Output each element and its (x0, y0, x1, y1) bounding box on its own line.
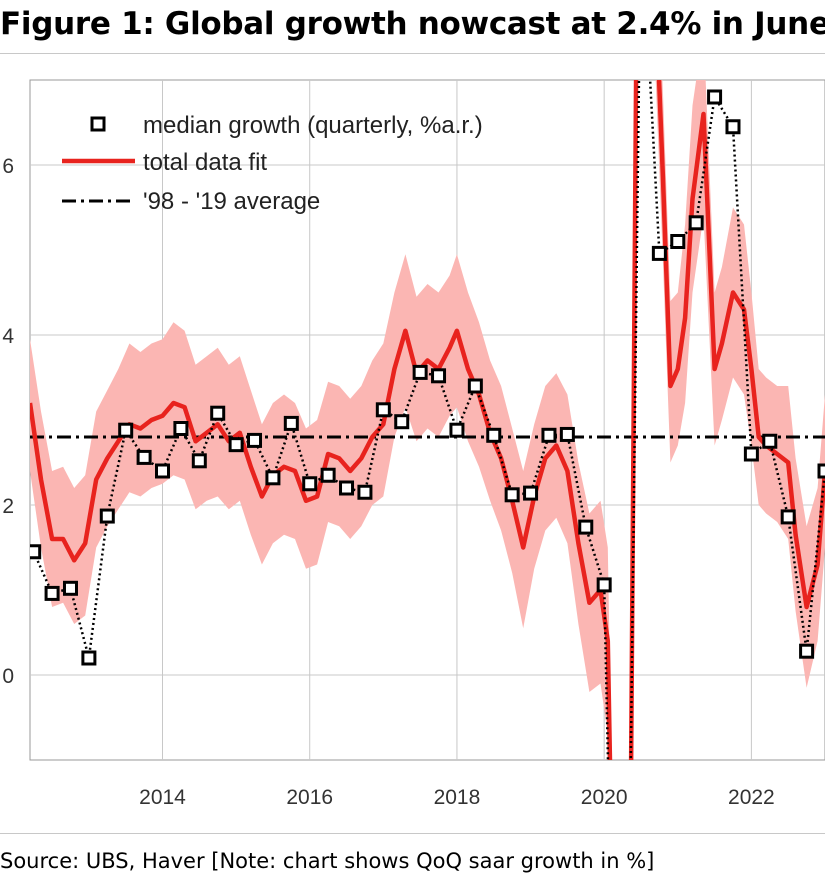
y-tick-label: 2 (2, 495, 14, 518)
source-note: Source: UBS, Haver [Note: chart shows Qo… (0, 849, 655, 873)
median-point (247, 432, 263, 448)
median-point (302, 476, 318, 492)
median-point (320, 467, 336, 483)
median-point (707, 89, 723, 105)
x-tick-label: 2022 (728, 786, 775, 809)
median-point (136, 449, 152, 465)
median-point (210, 405, 226, 421)
y-tick-label: 0 (2, 665, 14, 688)
median-point (651, 245, 667, 261)
median-point (541, 427, 557, 443)
chart-title: Figure 1: Global growth nowcast at 2.4% … (0, 6, 825, 42)
median-point (780, 509, 796, 525)
y-axis: 0 2 4 6 (2, 155, 14, 688)
median-point (81, 650, 97, 666)
median-point (817, 463, 825, 479)
median-point (596, 577, 612, 593)
legend: median growth (quarterly, %a.r.) total d… (62, 112, 483, 215)
median-point (265, 470, 281, 486)
median-point (799, 643, 815, 659)
median-point (339, 480, 355, 496)
median-point (688, 215, 704, 231)
y-tick-label: 6 (2, 155, 14, 178)
median-point (504, 487, 520, 503)
legend-median-label: median growth (quarterly, %a.r.) (143, 112, 483, 139)
x-tick-label: 2020 (581, 786, 628, 809)
x-tick-label: 2018 (434, 786, 481, 809)
median-point (44, 585, 60, 601)
median-point (99, 508, 115, 524)
median-point (357, 484, 373, 500)
median-point (743, 446, 759, 462)
legend-average-label: '98 - '19 average (143, 188, 320, 215)
median-point (283, 415, 299, 431)
fit-uncertainty-band (30, 80, 825, 760)
title-rule (0, 53, 825, 54)
footer-rule (0, 833, 825, 834)
median-point (30, 544, 42, 560)
median-markers (30, 89, 825, 666)
median-point (412, 364, 428, 380)
total-data-fit-line (30, 80, 825, 760)
median-point (431, 368, 447, 384)
median-point (523, 485, 539, 501)
median-point (725, 119, 741, 135)
median-point (467, 378, 483, 394)
median-point (118, 422, 134, 438)
median-point (173, 421, 189, 436)
x-axis: 2014 2016 2018 2020 2022 (139, 786, 775, 809)
median-point (670, 234, 686, 249)
median-point (578, 519, 594, 535)
median-point (191, 453, 207, 469)
median-point (486, 427, 502, 443)
y-tick-label: 4 (2, 325, 14, 348)
median-point (559, 426, 575, 442)
median-point (62, 580, 78, 596)
legend-median-marker (90, 116, 106, 132)
x-tick-label: 2016 (286, 786, 333, 809)
growth-chart: 2014 2016 2018 2020 2022 0 2 4 6 median growth … (2, 79, 825, 809)
median-point (375, 402, 391, 418)
x-tick-label: 2014 (139, 786, 186, 809)
median-point (155, 463, 170, 479)
median-point (228, 437, 244, 453)
median-point (762, 433, 778, 449)
median-point (394, 414, 410, 430)
legend-fit-label: total data fit (143, 149, 267, 176)
median-point (449, 422, 465, 438)
